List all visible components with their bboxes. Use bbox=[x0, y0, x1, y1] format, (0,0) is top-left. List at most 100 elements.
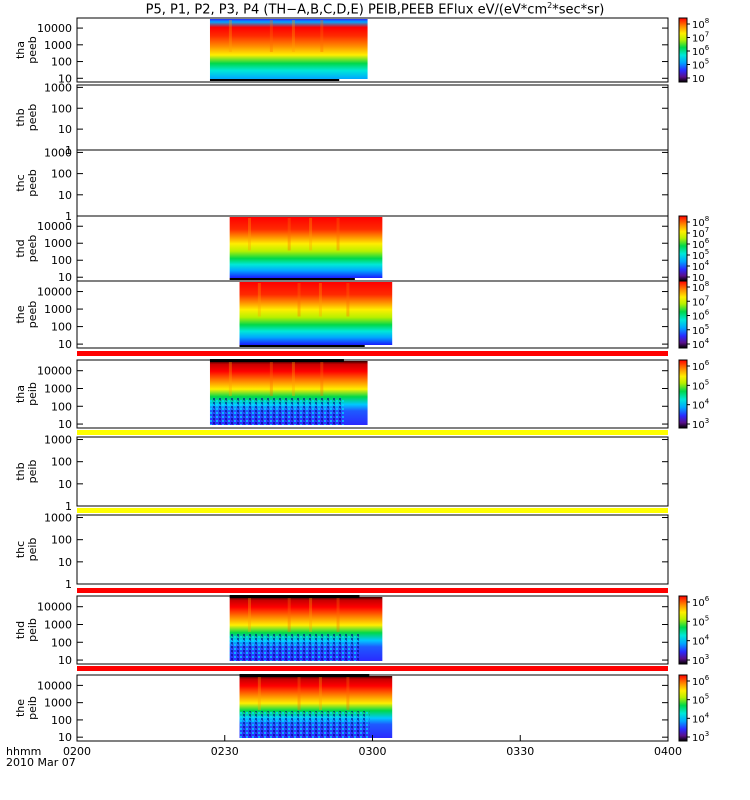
spectrogram-streak bbox=[287, 218, 291, 251]
panel-frame-thaPeeb bbox=[76, 17, 669, 83]
colorbar-label: 104 bbox=[692, 398, 710, 412]
status-bar-thePeib bbox=[77, 666, 668, 671]
spectrogram-streak bbox=[336, 218, 340, 251]
colorbar-label: 105 bbox=[692, 693, 709, 707]
panel-thePeib: 10 100 1000 10000 the peib 106 105 104 103 bbox=[14, 666, 710, 744]
colorbar-label: 104 bbox=[692, 259, 710, 273]
colorbar-label: 104 bbox=[692, 634, 710, 648]
spectrogram-noise-thePeib bbox=[239, 711, 370, 738]
colorbar-label: 104 bbox=[692, 337, 710, 351]
colorbar-label: 106 bbox=[692, 44, 710, 58]
colorbar-thdPeeb bbox=[678, 215, 688, 282]
y-label-probe: the bbox=[14, 305, 27, 323]
y-tick-label: 100 bbox=[51, 636, 72, 649]
y-tick-label: 1000 bbox=[44, 81, 72, 94]
spectrogram-bottom-edge-thaPeeb bbox=[209, 79, 340, 81]
y-axis-label-thaPeib: tha peib bbox=[14, 382, 39, 406]
title-superscript: 2 bbox=[547, 1, 553, 10]
y-tick-label: 10 bbox=[58, 556, 72, 569]
y-tick-label: 1 bbox=[65, 500, 72, 513]
y-label-instrument: peeb bbox=[26, 104, 39, 132]
y-tick-label: 1000 bbox=[44, 39, 72, 52]
y-tick-label: 10 bbox=[58, 731, 72, 744]
colorbar-label: 108 bbox=[692, 17, 709, 31]
spectrogram-streak bbox=[346, 677, 350, 710]
y-tick-label: 10 bbox=[58, 478, 72, 491]
colorbar-label: 106 bbox=[692, 359, 710, 373]
y-tick-label: 10000 bbox=[37, 601, 72, 614]
y-tick-label: 1 bbox=[65, 578, 72, 591]
x-tick-label: 0330 bbox=[506, 745, 534, 758]
y-axis-label-thdPeeb: thd peeb bbox=[14, 235, 39, 263]
y-tick-label: 100 bbox=[51, 456, 72, 469]
colorbar-label: 105 bbox=[692, 378, 709, 392]
spectrogram-thdPeeb bbox=[229, 217, 383, 278]
y-tick-label: 10 bbox=[58, 654, 72, 667]
y-axis-label-thaPeeb: tha peeb bbox=[14, 36, 39, 64]
status-bar-thaPeib bbox=[77, 351, 668, 356]
y-label-probe: thc bbox=[14, 174, 27, 191]
colorbar-label: 107 bbox=[692, 31, 709, 45]
spectrogram-streak bbox=[346, 283, 350, 317]
spectrogram-thePeeb bbox=[239, 282, 393, 345]
spectrogram-streak bbox=[269, 20, 273, 52]
y-tick-label: 1000 bbox=[44, 434, 72, 447]
colorbar-thdPeib bbox=[678, 595, 688, 665]
y-label-instrument: peeb bbox=[26, 36, 39, 64]
colorbar-label: 103 bbox=[692, 653, 709, 667]
colorbar-label: 108 bbox=[692, 280, 709, 294]
title-tail: *sec*sr) bbox=[552, 2, 605, 18]
colorbar-thaPeib bbox=[678, 359, 688, 429]
y-tick-label: 10000 bbox=[37, 286, 72, 299]
colorbar-label: 105 bbox=[692, 58, 709, 72]
spectrogram-streak bbox=[318, 677, 322, 710]
y-axis-label-thdPeib: thd peib bbox=[14, 618, 39, 642]
spectrogram-streak bbox=[291, 20, 295, 52]
y-tick-label: 100 bbox=[51, 254, 72, 267]
colorbar-label: 106 bbox=[692, 674, 710, 688]
spectrogram-streak bbox=[291, 362, 295, 396]
x-axis-label-format: hhmm bbox=[6, 745, 41, 758]
colorbar-label: 105 bbox=[692, 248, 709, 262]
y-label-instrument: peib bbox=[26, 696, 39, 720]
y-label-probe: thd bbox=[14, 621, 27, 639]
x-tick-label: 0200 bbox=[63, 745, 91, 758]
panel-frame-thaPeib bbox=[76, 359, 669, 429]
y-label-probe: thc bbox=[14, 541, 27, 558]
spectrogram-streak bbox=[257, 283, 261, 317]
y-label-probe: tha bbox=[14, 385, 27, 403]
panel-frame-thdPeib bbox=[76, 595, 669, 665]
status-bar-thbPeib bbox=[77, 430, 668, 435]
y-tick-label: 1000 bbox=[44, 382, 72, 395]
colorbar-label: 108 bbox=[692, 215, 709, 229]
y-label-probe: thb bbox=[14, 108, 27, 126]
y-label-probe: thb bbox=[14, 462, 27, 480]
y-tick-label: 10 bbox=[58, 123, 72, 136]
y-label-probe: the bbox=[14, 699, 27, 717]
y-tick-label: 100 bbox=[51, 534, 72, 547]
y-axis-label-thcPeib: thc peib bbox=[14, 538, 39, 562]
x-axis-label-date: 2010 Mar 07 bbox=[6, 756, 76, 769]
y-tick-label: 10000 bbox=[37, 22, 72, 35]
spectrogram-streak bbox=[228, 362, 232, 396]
y-tick-label: 10 bbox=[58, 418, 72, 431]
y-tick-label: 100 bbox=[51, 168, 72, 181]
y-tick-label: 1000 bbox=[44, 618, 72, 631]
y-tick-label: 1 bbox=[65, 144, 72, 157]
panel-frame-thePeeb bbox=[76, 280, 669, 349]
x-tick-label: 0300 bbox=[359, 745, 387, 758]
y-tick-label: 1 bbox=[65, 210, 72, 223]
spectrogram-streak bbox=[257, 677, 261, 710]
title-main: P5, P1, P2, P3, P4 (TH−A,B,C,D,E) PEIB,P… bbox=[145, 2, 548, 18]
colorbar-label: 105 bbox=[692, 323, 709, 337]
y-label-probe: tha bbox=[14, 41, 27, 59]
spectrogram-streak bbox=[297, 677, 301, 710]
y-label-instrument: peib bbox=[26, 460, 39, 484]
panel-frame-thcPeeb bbox=[76, 149, 669, 217]
y-tick-label: 10000 bbox=[37, 679, 72, 692]
y-tick-label: 100 bbox=[51, 56, 72, 69]
colorbar-thePeib bbox=[678, 674, 688, 742]
